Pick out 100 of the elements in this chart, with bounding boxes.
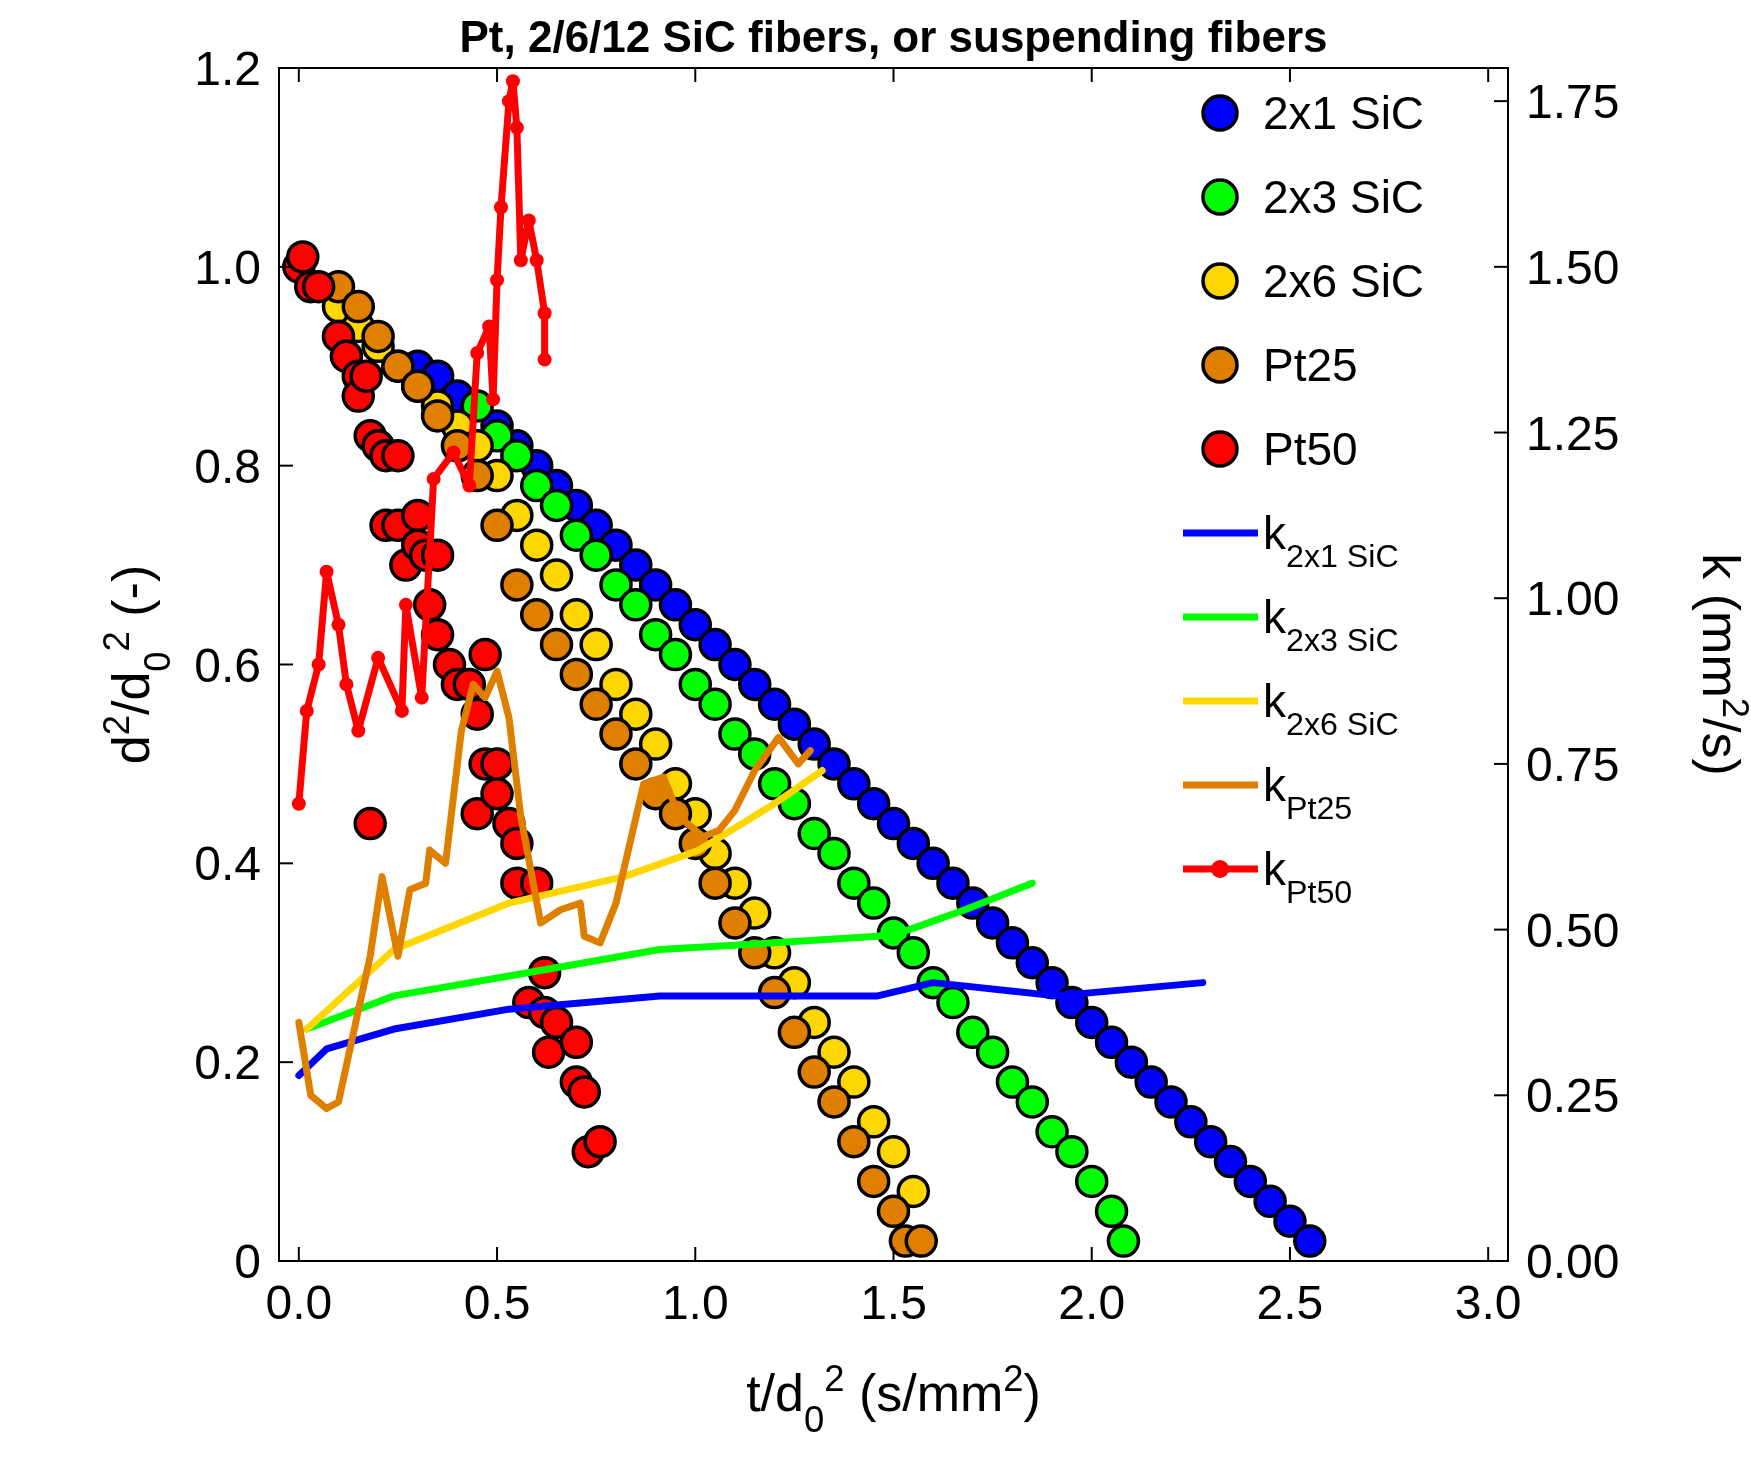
point	[1293, 1224, 1327, 1258]
point	[916, 846, 950, 881]
legend-label: k$_{Pt25}$	[1263, 759, 1353, 826]
point	[658, 588, 693, 622]
point	[519, 598, 554, 632]
y-tick-label: 0.2	[194, 1036, 261, 1090]
point	[559, 598, 594, 632]
point	[956, 1015, 990, 1050]
y2-tick-label: 0.75	[1526, 737, 1620, 791]
legend-label: 2x6 SiC	[1263, 255, 1425, 307]
point	[286, 240, 320, 274]
point	[521, 213, 536, 228]
point	[718, 906, 752, 940]
point	[371, 650, 386, 665]
point	[468, 637, 502, 672]
point	[698, 687, 732, 722]
point	[936, 985, 970, 1020]
point	[777, 707, 812, 741]
point	[1114, 1045, 1149, 1079]
point	[837, 767, 871, 801]
point	[579, 627, 613, 662]
y2-tick-label: 1.00	[1526, 572, 1620, 626]
point	[559, 518, 594, 553]
point	[698, 627, 732, 662]
point	[856, 786, 891, 821]
point	[353, 806, 387, 841]
point	[420, 399, 455, 433]
point	[737, 667, 772, 702]
point	[519, 468, 554, 503]
point	[559, 657, 594, 692]
point	[301, 269, 336, 304]
point	[579, 687, 613, 722]
point	[462, 478, 477, 493]
y-tick-label: 1.2	[194, 42, 261, 95]
point	[876, 806, 911, 841]
point	[1253, 1184, 1287, 1219]
point	[414, 690, 429, 705]
point	[1074, 1005, 1109, 1040]
point	[757, 767, 792, 801]
point	[500, 438, 534, 473]
y-tick-label: 0.4	[194, 837, 261, 891]
point	[904, 1224, 938, 1258]
point	[509, 120, 524, 135]
point	[349, 359, 383, 393]
point	[678, 607, 713, 642]
point	[1055, 1134, 1089, 1169]
point	[896, 936, 931, 970]
x-tick-label: 2.0	[1058, 1276, 1126, 1329]
point	[531, 1035, 566, 1069]
point	[394, 703, 409, 718]
point	[299, 703, 314, 718]
point	[539, 558, 574, 592]
point	[381, 438, 415, 473]
point	[599, 717, 633, 751]
point	[559, 1025, 594, 1060]
point	[797, 816, 831, 851]
point	[718, 717, 752, 751]
point	[797, 1055, 831, 1089]
point	[480, 776, 514, 811]
legend-label: k$_{2x6 SiC}$	[1263, 675, 1399, 742]
y2-tick-label: 0.25	[1526, 1069, 1620, 1123]
point	[678, 667, 713, 702]
point	[856, 886, 891, 920]
point	[658, 637, 693, 672]
point	[718, 647, 752, 682]
point	[936, 866, 970, 900]
x-tick-label: 1.0	[661, 1276, 729, 1329]
x-tick-label: 2.5	[1256, 1276, 1324, 1329]
point	[1094, 1194, 1129, 1229]
point	[539, 488, 574, 523]
point	[817, 1035, 851, 1069]
legend-label: k$_{Pt50}$	[1263, 843, 1353, 910]
point	[876, 1134, 911, 1169]
point	[599, 667, 633, 702]
point	[975, 906, 1010, 940]
point	[513, 253, 528, 268]
x-tick-label: 1.5	[860, 1276, 927, 1329]
y-tick-label: 0	[234, 1235, 261, 1288]
point	[505, 74, 520, 89]
y2-tick-label: 0.00	[1526, 1235, 1620, 1288]
point	[361, 319, 395, 354]
point	[537, 306, 552, 321]
point	[837, 1065, 871, 1099]
point	[529, 253, 544, 268]
point	[539, 627, 574, 662]
point	[619, 747, 653, 781]
point	[486, 392, 501, 407]
point	[567, 1075, 602, 1109]
point	[341, 289, 376, 324]
point	[1213, 1144, 1248, 1179]
point	[876, 1194, 911, 1229]
legend-label: 2x1 SiC	[1263, 87, 1425, 139]
point	[579, 538, 613, 572]
point	[1154, 1085, 1188, 1119]
point	[1015, 1085, 1050, 1119]
point	[311, 657, 326, 672]
point	[460, 796, 494, 831]
point	[619, 697, 653, 731]
point	[1035, 1115, 1069, 1149]
point	[1174, 1105, 1208, 1139]
